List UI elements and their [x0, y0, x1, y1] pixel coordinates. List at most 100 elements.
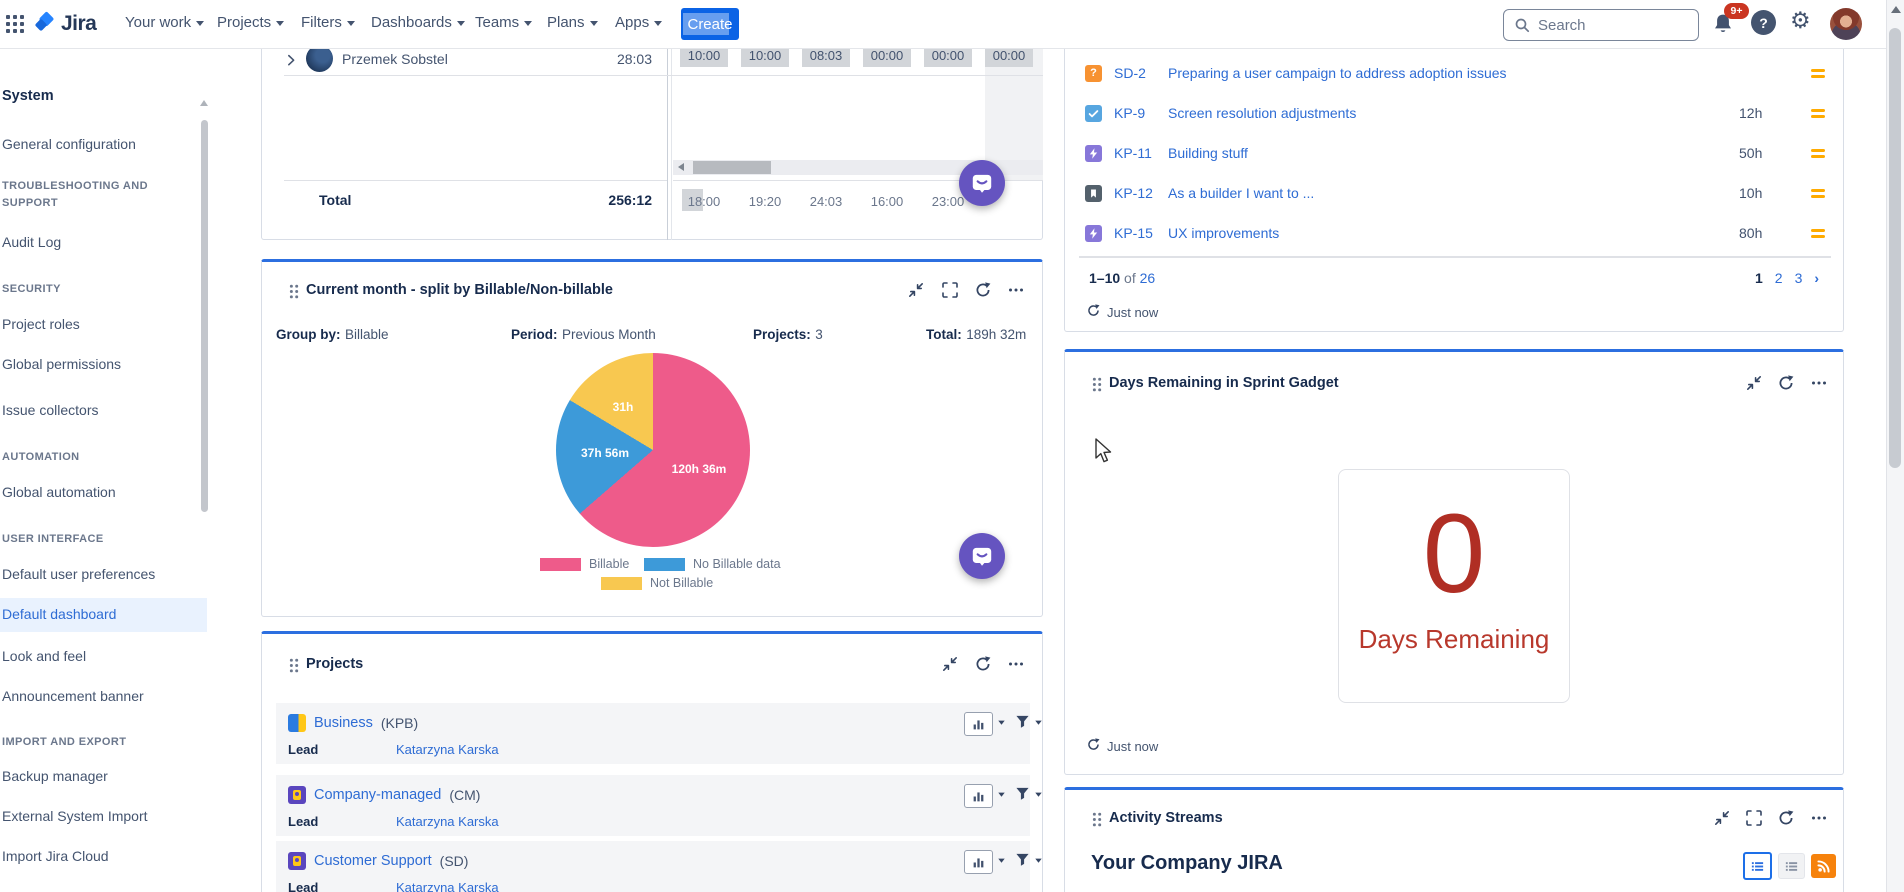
timesheet-user-name[interactable]: Przemek Sobstel [342, 51, 448, 67]
refresh-icon[interactable] [975, 282, 991, 303]
sidebar-scrollbar-thumb[interactable] [201, 120, 208, 512]
sidebar-item-external-system-import[interactable]: External System Import [2, 808, 148, 824]
scroll-left-arrow-icon[interactable] [678, 163, 684, 171]
chevron-down-icon[interactable] [1033, 715, 1044, 733]
page-2-link[interactable]: 2 [1774, 270, 1783, 286]
minimize-icon[interactable] [908, 282, 924, 303]
sidebar-item-look-and-feel[interactable]: Look and feel [2, 648, 87, 664]
issue-summary-link[interactable]: Screen resolution adjustments [1168, 105, 1357, 121]
minimize-icon[interactable] [1746, 375, 1762, 396]
expand-chevron-icon[interactable] [284, 53, 298, 72]
sidebar-item-announcement-banner[interactable]: Announcement banner [2, 688, 144, 704]
nav-dashboards[interactable]: Dashboards [371, 14, 465, 31]
nav-teams[interactable]: Teams [475, 14, 533, 31]
project-chart-button[interactable] [964, 850, 993, 874]
drag-handle-icon[interactable] [288, 657, 299, 679]
issue-key-link[interactable]: SD-2 [1114, 65, 1146, 81]
next-page-link[interactable]: › [1814, 270, 1820, 286]
chevron-down-icon[interactable] [996, 853, 1007, 871]
refresh-icon[interactable] [1778, 810, 1794, 831]
nav-filters[interactable]: Filters [301, 14, 355, 31]
more-options-icon[interactable] [1811, 375, 1827, 396]
issue-summary-link[interactable]: UX improvements [1168, 225, 1280, 241]
issue-key-link[interactable]: KP-11 [1114, 145, 1152, 161]
drag-handle-icon[interactable] [288, 283, 299, 305]
project-chart-button[interactable] [964, 784, 993, 808]
app-switcher-icon[interactable] [6, 15, 24, 38]
issue-key-link[interactable]: KP-12 [1114, 185, 1153, 201]
issue-key-link[interactable]: KP-15 [1114, 225, 1153, 241]
issue-summary-link[interactable]: Building stuff [1168, 145, 1248, 161]
chevron-down-icon[interactable] [1033, 787, 1044, 805]
view-list-plain-icon[interactable] [1778, 853, 1805, 879]
maximize-icon[interactable] [1746, 810, 1762, 831]
lead-link[interactable]: Katarzyna Karska [396, 880, 499, 892]
nav-your-work[interactable]: Your work [125, 14, 205, 31]
timesheet-hscrollbar[interactable] [673, 160, 1043, 175]
user-avatar[interactable] [1830, 8, 1862, 40]
settings-gear-icon[interactable]: ⚙ [1790, 7, 1811, 33]
sidebar-item-project-roles[interactable]: Project roles [2, 316, 80, 332]
legend-label-no-data: No Billable data [693, 557, 781, 571]
lead-link[interactable]: Katarzyna Karska [396, 742, 499, 757]
project-link[interactable]: Company-managed [314, 787, 442, 803]
page-1-current[interactable]: 1 [1755, 270, 1763, 286]
minimize-icon[interactable] [942, 656, 958, 677]
scroll-up-arrow-icon[interactable] [1891, 6, 1901, 13]
scrollbar-thumb[interactable] [1889, 28, 1901, 468]
drag-handle-icon[interactable] [1091, 811, 1102, 833]
sidebar-item-global-automation[interactable]: Global automation [2, 484, 116, 500]
sidebar-item-issue-collectors[interactable]: Issue collectors [2, 402, 99, 418]
sidebar-item-import-jira-cloud[interactable]: Import Jira Cloud [2, 848, 109, 864]
more-options-icon[interactable] [1811, 810, 1827, 831]
issue-hours: 10h [1739, 185, 1763, 201]
minimize-icon[interactable] [1714, 810, 1730, 831]
search-icon [1514, 17, 1530, 33]
more-options-icon[interactable] [1008, 282, 1024, 303]
create-button[interactable]: Create [681, 8, 739, 40]
refresh-icon[interactable] [1087, 304, 1100, 320]
chat-widget-button[interactable] [959, 533, 1005, 579]
help-icon[interactable]: ? [1751, 10, 1776, 35]
project-chart-button[interactable] [964, 712, 993, 736]
issue-summary-link[interactable]: Preparing a user campaign to address ado… [1168, 65, 1507, 81]
project-link[interactable]: Business [314, 715, 373, 731]
chat-widget-button[interactable] [959, 160, 1005, 206]
sidebar-scroll-up-icon[interactable] [200, 100, 208, 106]
chevron-down-icon[interactable] [996, 715, 1007, 733]
drag-handle-icon[interactable] [1091, 376, 1102, 398]
filter-icon[interactable] [1015, 786, 1030, 806]
jira-logo[interactable]: Jira [33, 11, 97, 37]
sidebar-item-backup-manager[interactable]: Backup manager [2, 768, 108, 784]
page-3-link[interactable]: 3 [1794, 270, 1803, 286]
more-options-icon[interactable] [1008, 656, 1024, 677]
lead-link[interactable]: Katarzyna Karska [396, 814, 499, 829]
filter-icon[interactable] [1015, 852, 1030, 872]
sidebar-item-default-user-preferences[interactable]: Default user preferences [2, 566, 156, 582]
timesheet-total-cell: 24:03 [809, 193, 843, 209]
chevron-down-icon[interactable] [996, 787, 1007, 805]
nav-plans[interactable]: Plans [547, 14, 598, 31]
refresh-icon[interactable] [1778, 375, 1794, 396]
rss-feed-icon[interactable] [1811, 854, 1836, 878]
refresh-icon[interactable] [1087, 738, 1100, 754]
sidebar-scrollbar[interactable] [200, 96, 209, 886]
pie-chart[interactable] [556, 353, 750, 547]
hscrollbar-thumb[interactable] [693, 161, 771, 174]
sidebar-item-general-configuration[interactable]: General configuration [2, 136, 136, 152]
search-input[interactable]: Search [1503, 9, 1699, 41]
view-list-selected-icon[interactable] [1743, 852, 1772, 880]
sidebar-item-audit-log[interactable]: Audit Log [2, 234, 62, 250]
nav-apps[interactable]: Apps [615, 14, 663, 31]
refresh-icon[interactable] [975, 656, 991, 677]
window-scrollbar[interactable] [1886, 0, 1904, 892]
sidebar-item-default-dashboard[interactable]: Default dashboard [0, 598, 207, 632]
sidebar-item-global-permissions[interactable]: Global permissions [2, 356, 122, 372]
maximize-icon[interactable] [942, 282, 958, 303]
chevron-down-icon[interactable] [1033, 853, 1044, 871]
issue-key-link[interactable]: KP-9 [1114, 105, 1146, 121]
project-link[interactable]: Customer Support [314, 853, 432, 869]
issue-summary-link[interactable]: As a builder I want to ... [1168, 185, 1315, 201]
filter-icon[interactable] [1015, 714, 1030, 734]
nav-projects[interactable]: Projects [217, 14, 285, 31]
